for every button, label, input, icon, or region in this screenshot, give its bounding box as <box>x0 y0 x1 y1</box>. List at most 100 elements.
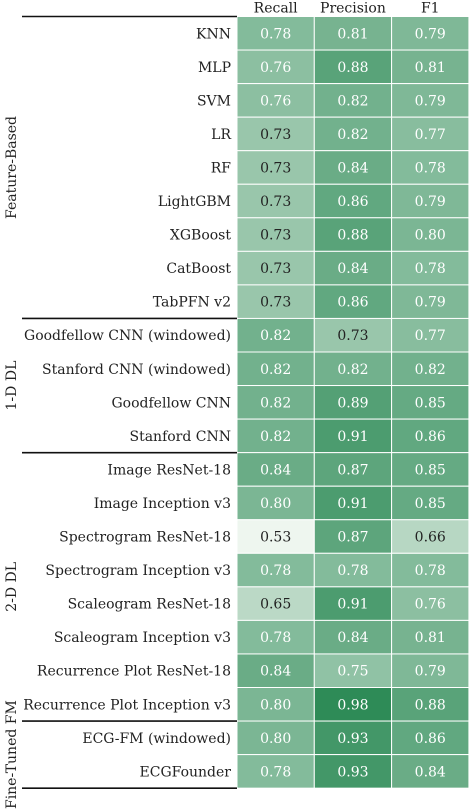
cell-value-label: 0.91 <box>337 496 368 512</box>
cell-value-label: 0.84 <box>337 261 368 277</box>
row-label: Stanford CNN (windowed) <box>42 362 231 378</box>
row-label: Stanford CNN <box>129 429 231 445</box>
heatmap-cell <box>236 317 315 353</box>
cell-value-label: 0.79 <box>415 664 446 680</box>
group-label: 2-D DL <box>4 562 20 612</box>
heatmap-cell <box>236 116 315 152</box>
cell-value-label: 0.88 <box>337 228 368 244</box>
cell-value-label: 0.78 <box>260 26 291 42</box>
row-label: ECGFounder <box>140 764 232 780</box>
cell-value-label: 0.82 <box>337 93 368 109</box>
heatmap-cell <box>236 452 315 487</box>
heatmap-cell <box>236 385 315 420</box>
cell-value-label: 0.86 <box>415 429 446 445</box>
heatmap-cell <box>391 284 470 319</box>
cell-value-label: 0.82 <box>337 362 368 378</box>
cell-value-label: 0.78 <box>260 764 291 780</box>
heatmap-cell <box>313 83 393 118</box>
cell-value-label: 0.79 <box>415 26 446 42</box>
cell-value-label: 0.79 <box>415 93 446 109</box>
heatmap-cell <box>236 754 315 789</box>
row-label: Image ResNet-18 <box>107 462 231 478</box>
cell-value-label: 0.78 <box>260 630 291 646</box>
heatmap-cell <box>391 687 470 722</box>
column-header-f1: F1 <box>421 1 440 17</box>
heatmap-cell <box>313 418 393 454</box>
cell-value-label: 0.76 <box>260 93 291 109</box>
heatmap-cell <box>236 183 315 219</box>
cell-value-label: 0.82 <box>260 429 291 445</box>
cell-value-label: 0.73 <box>260 295 291 311</box>
cell-value-label: 0.81 <box>415 60 446 76</box>
row-label: Goodfellow CNN (windowed) <box>24 328 231 344</box>
group-label: Fine-Tuned FM <box>4 700 20 809</box>
heatmap-cell <box>236 16 315 51</box>
heatmap-cell <box>391 552 470 588</box>
heatmap-cell <box>391 250 470 286</box>
cell-value-label: 0.84 <box>337 160 368 176</box>
cell-value-label: 0.81 <box>415 630 446 646</box>
cell-value-label: 0.91 <box>337 429 368 445</box>
heatmap-cell <box>236 619 315 655</box>
row-label: LightGBM <box>158 194 231 210</box>
heatmap-cell <box>313 586 393 621</box>
cell-value-label: 0.75 <box>337 664 368 680</box>
cell-value-label: 0.84 <box>260 462 291 478</box>
row-label: Spectrogram Inception v3 <box>45 563 231 579</box>
row-label: XGBoost <box>170 228 231 244</box>
column-header-precision: Precision <box>320 1 386 17</box>
cell-value-label: 0.77 <box>415 127 446 143</box>
group-label: 1-D DL <box>4 361 20 411</box>
heatmap-cell <box>313 653 393 689</box>
cell-value-label: 0.73 <box>260 127 291 143</box>
heatmap-cell <box>236 418 315 454</box>
heatmap-cell <box>391 452 470 487</box>
column-header-recall: Recall <box>254 1 298 17</box>
cell-value-label: 0.76 <box>260 60 291 76</box>
cell-value-label: 0.80 <box>260 697 291 713</box>
cell-value-label: 0.84 <box>337 630 368 646</box>
cell-value-label: 0.73 <box>260 160 291 176</box>
row-label: ECG-FM (windowed) <box>82 731 231 747</box>
heatmap-cell <box>391 116 470 152</box>
cell-value-label: 0.78 <box>415 563 446 579</box>
cell-value-label: 0.78 <box>337 563 368 579</box>
heatmap-cell <box>313 217 393 252</box>
heatmap-cell <box>391 418 470 454</box>
row-label: Goodfellow CNN <box>112 395 232 411</box>
cell-value-label: 0.82 <box>260 362 291 378</box>
cell-value-label: 0.76 <box>415 597 446 613</box>
heatmap-cell <box>391 754 470 789</box>
cell-value-label: 0.98 <box>337 697 368 713</box>
cell-value-label: 0.85 <box>415 462 446 478</box>
cell-value-label: 0.93 <box>337 764 368 780</box>
cell-value-label: 0.87 <box>337 462 368 478</box>
row-label: Spectrogram ResNet-18 <box>59 530 231 546</box>
cell-value-label: 0.80 <box>260 496 291 512</box>
cell-value-label: 0.53 <box>260 530 291 546</box>
group-label: Feature-Based <box>4 116 20 219</box>
row-label: MLP <box>198 60 231 76</box>
heatmap-cell <box>236 351 315 387</box>
row-label: Recurrence Plot Inception v3 <box>23 697 231 713</box>
heatmap-cell <box>313 317 393 353</box>
heatmap-cell <box>236 720 315 756</box>
cell-value-label: 0.79 <box>415 295 446 311</box>
cell-value-label: 0.86 <box>415 731 446 747</box>
heatmap-cell <box>236 687 315 722</box>
heatmap-cell <box>391 653 470 689</box>
heatmap-cell <box>391 183 470 219</box>
cell-value-label: 0.91 <box>337 597 368 613</box>
heatmap-cell <box>391 217 470 252</box>
cell-value-label: 0.65 <box>260 597 291 613</box>
heatmap-cell <box>391 317 470 353</box>
cell-value-label: 0.80 <box>260 731 291 747</box>
cell-value-label: 0.85 <box>415 496 446 512</box>
heatmap-cell <box>391 619 470 655</box>
row-label: Scaleogram ResNet-18 <box>68 597 231 613</box>
heatmap-cell <box>391 586 470 621</box>
heatmap-cell <box>313 485 393 521</box>
row-label: CatBoost <box>166 261 231 277</box>
cell-value-label: 0.80 <box>415 228 446 244</box>
cell-value-label: 0.78 <box>415 160 446 176</box>
